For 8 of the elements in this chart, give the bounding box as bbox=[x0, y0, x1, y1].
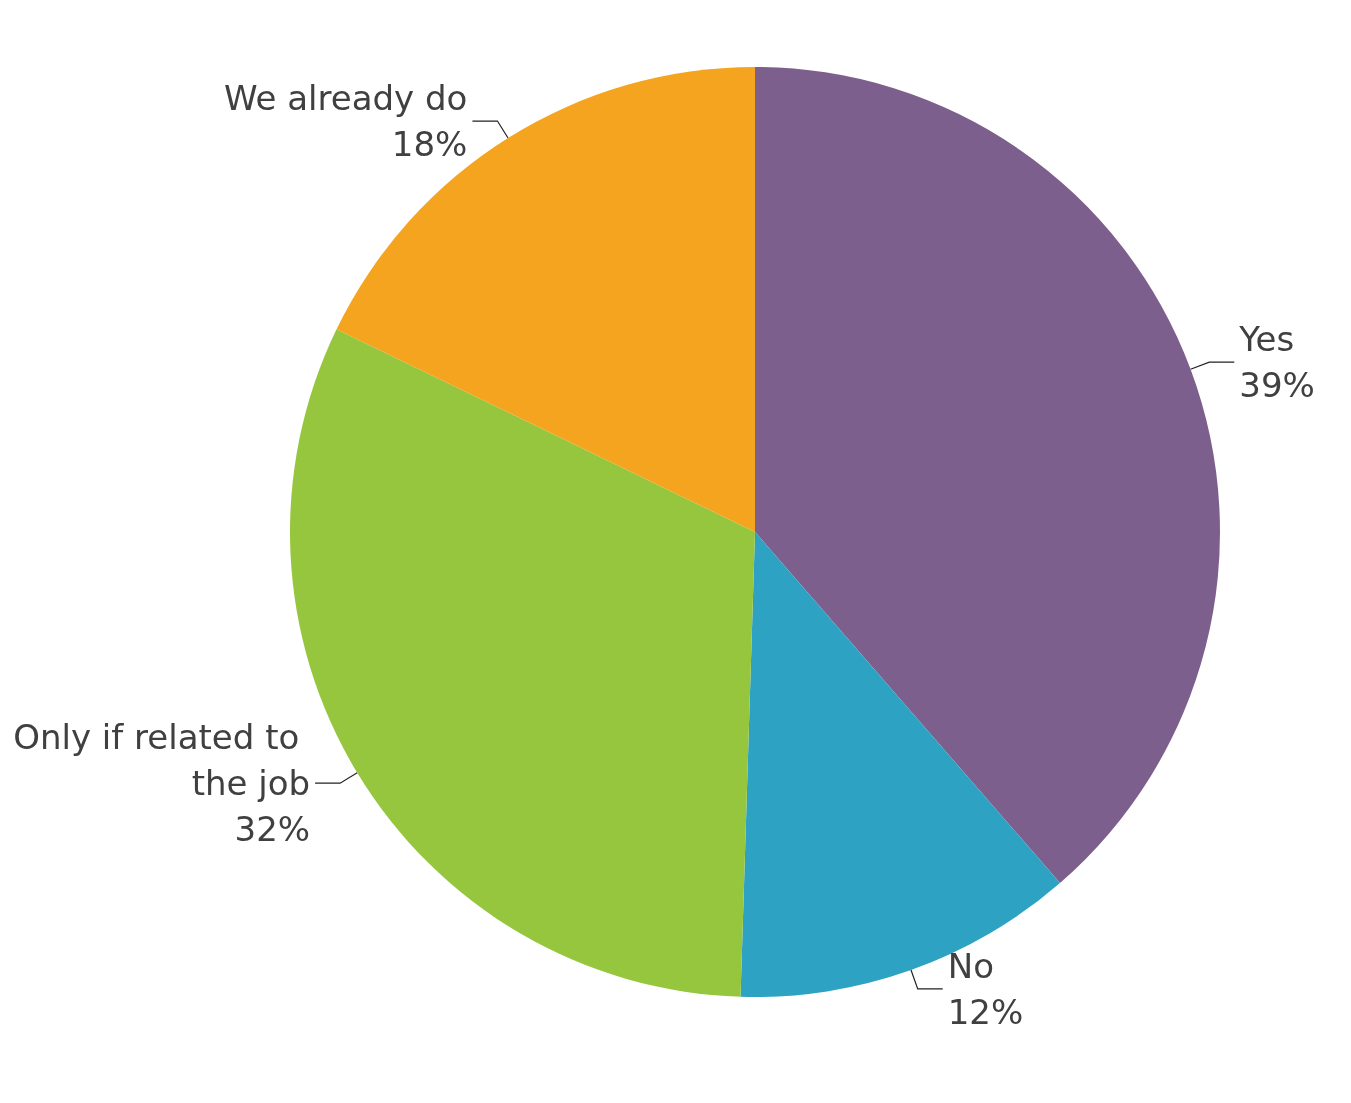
slice-label: We already do bbox=[223, 78, 468, 119]
data-label: 32% bbox=[234, 809, 311, 850]
slice-label: No bbox=[947, 945, 994, 986]
slice-label: Yes bbox=[1238, 319, 1295, 360]
data-label: 12% bbox=[947, 991, 1024, 1032]
data-label: 39% bbox=[1239, 365, 1315, 406]
data-label: 18% bbox=[391, 124, 468, 165]
slice-label: Only if related to the job bbox=[13, 717, 311, 804]
